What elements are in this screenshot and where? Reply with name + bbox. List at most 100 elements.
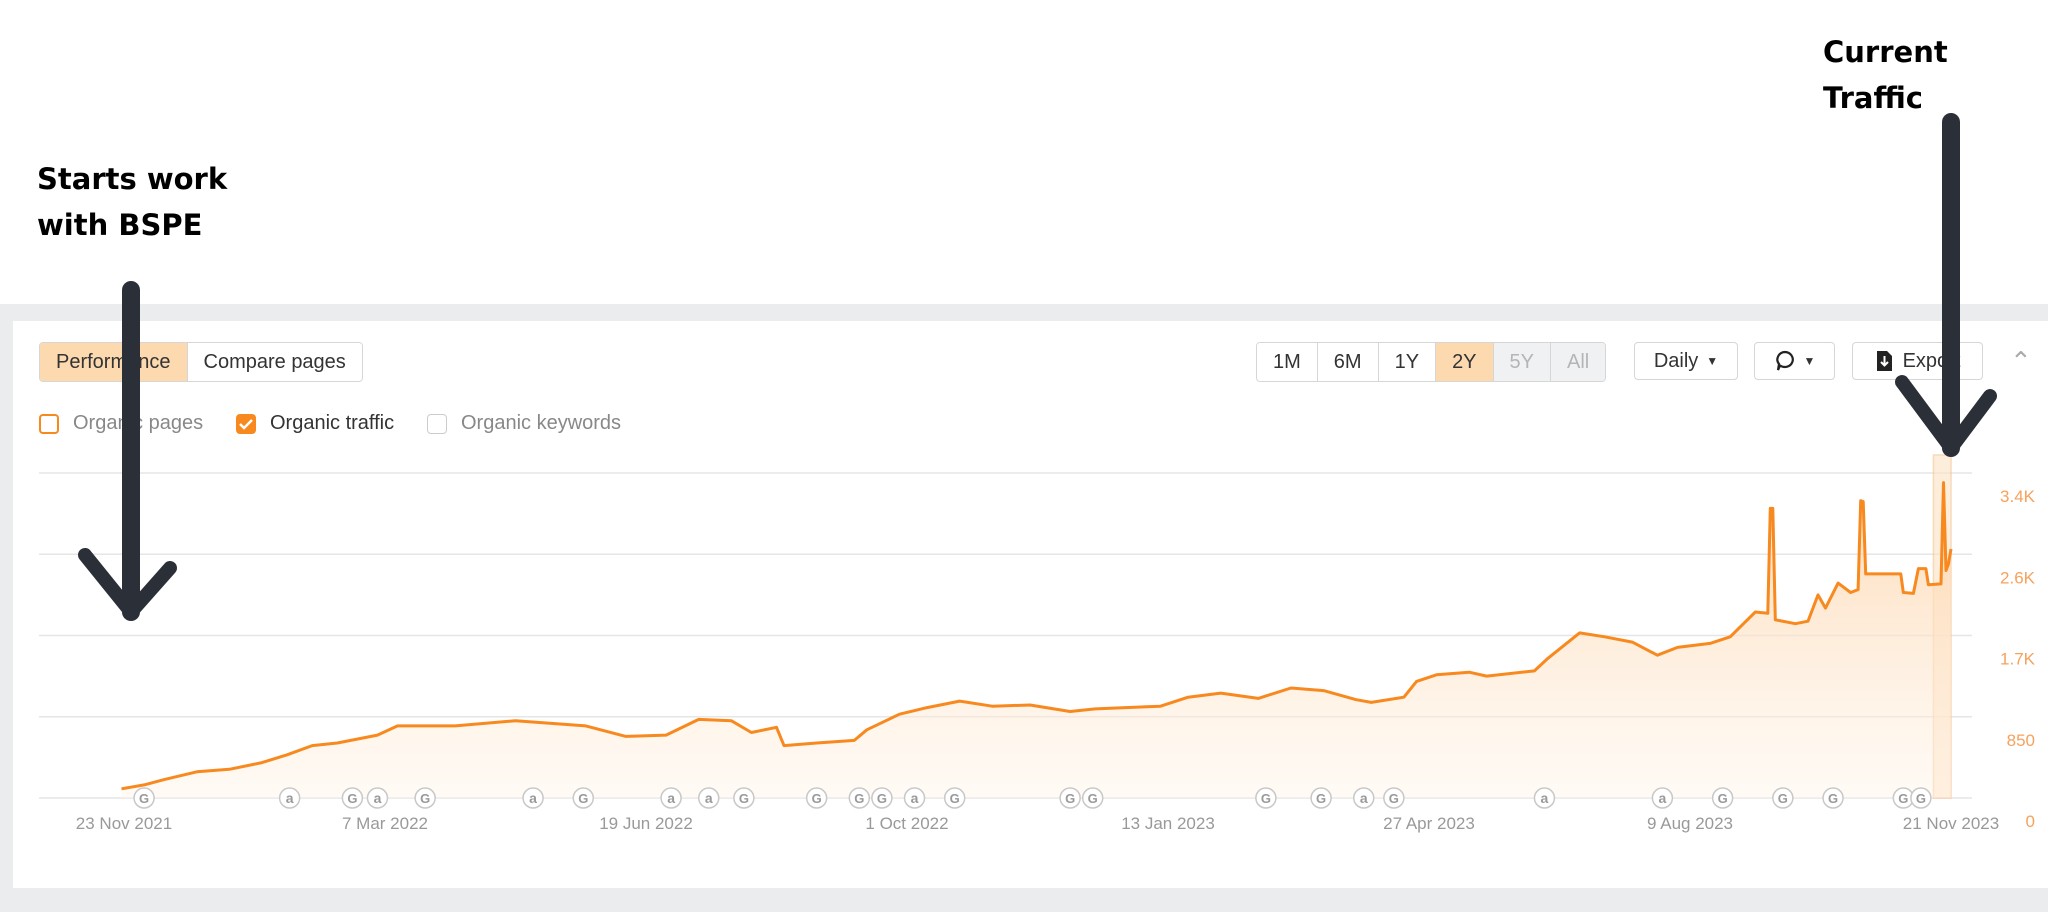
x-tick-label: 19 Jun 2022 (599, 814, 693, 833)
x-tick-label: 27 Apr 2023 (1383, 814, 1475, 833)
marker-label: G (420, 791, 430, 806)
marker-label: G (739, 791, 749, 806)
interval-label: Daily (1653, 349, 1699, 372)
x-tick-label: 23 Nov 2021 (76, 814, 172, 833)
google-update-marker (1711, 787, 1734, 809)
caret-down-icon: ▼ (1706, 354, 1719, 368)
y-tick-label: 850 (2007, 731, 2035, 750)
marker-label: a (667, 790, 675, 806)
period-1m[interactable]: 1M (1257, 343, 1318, 381)
marker-label: a (911, 790, 919, 806)
marker-label: a (529, 790, 537, 806)
toggle-organic-keywords[interactable]: Organic keywords (427, 412, 621, 435)
y-tick-label: 0 (2026, 812, 2035, 831)
marker-label: G (854, 791, 864, 806)
annotation-start: Starts work with BSPE (37, 156, 227, 248)
marker-label: G (1088, 791, 1098, 806)
google-update-marker (1822, 787, 1844, 809)
annotation-marker (1353, 787, 1375, 809)
marker-label: G (1778, 791, 1788, 806)
marker-label: a (374, 790, 382, 806)
google-update-marker (805, 787, 828, 809)
annotation-marker (522, 787, 544, 809)
google-update-marker (943, 787, 966, 809)
google-update-marker (1310, 787, 1332, 809)
checkbox-organic-traffic[interactable] (236, 413, 256, 434)
x-tick-label: 13 Jan 2023 (1121, 814, 1215, 833)
google-update-marker (1772, 787, 1794, 809)
checkbox-organic-keywords[interactable] (427, 413, 447, 434)
google-update-marker (1255, 787, 1277, 809)
google-update-marker (1081, 787, 1104, 809)
marker-label: G (139, 791, 149, 806)
check-icon (239, 418, 253, 430)
annotation-marker (697, 787, 720, 809)
period-selector: 1M 6M 1Y 2Y 5Y All (1256, 342, 1607, 382)
tab-compare-pages[interactable]: Compare pages (187, 343, 362, 381)
google-update-marker (133, 787, 155, 809)
comment-dropdown[interactable]: ▼ (1754, 342, 1835, 380)
toggle-label: Organic traffic (270, 412, 395, 434)
chevron-up-icon[interactable]: ⌃ (2010, 346, 2032, 376)
series-area (121, 482, 1952, 798)
google-update-marker (1910, 787, 1932, 809)
annotation-marker (903, 787, 926, 809)
annotation-marker (1651, 787, 1674, 809)
annotation-marker (278, 787, 301, 809)
google-update-marker (341, 787, 364, 809)
annotation-start-line1: Starts work (37, 162, 228, 196)
download-file-icon (1876, 351, 1892, 371)
period-2y[interactable]: 2Y (1436, 343, 1494, 381)
period-all[interactable]: All (1551, 343, 1606, 381)
view-tabs: Performance Compare pages (39, 342, 363, 382)
checkbox-organic-pages[interactable] (39, 413, 59, 434)
annotation-marker (660, 787, 682, 809)
google-update-marker (572, 787, 595, 809)
marker-label: G (812, 791, 822, 806)
y-tick-label: 2.6K (2000, 568, 2036, 587)
marker-label: G (877, 791, 887, 806)
marker-label: a (705, 790, 713, 806)
google-update-marker (414, 787, 436, 809)
marker-label: G (1065, 791, 1075, 806)
google-update-marker (871, 787, 893, 809)
period-1y[interactable]: 1Y (1378, 343, 1437, 381)
comment-icon (1775, 350, 1794, 371)
y-tick-label: 1.7K (2000, 650, 2036, 669)
x-tick-label: 7 Mar 2022 (342, 814, 428, 833)
toggle-label: Organic keywords (461, 412, 622, 434)
marker-label: G (347, 791, 357, 806)
tab-performance[interactable]: Performance (40, 343, 188, 381)
marker-label: a (1360, 790, 1368, 806)
marker-label: G (1718, 791, 1728, 806)
annotation-start-line2: with BSPE (37, 208, 203, 242)
marker-label: G (1389, 791, 1399, 806)
caret-down-icon: ▼ (1803, 354, 1816, 368)
marker-label: G (578, 791, 588, 806)
annotation-current-traffic: Current Traffic (1823, 35, 1948, 115)
period-5y[interactable]: 5Y (1493, 343, 1551, 381)
google-update-marker (848, 787, 871, 809)
period-6m[interactable]: 6M (1317, 343, 1379, 381)
x-tick-label: 21 Nov 2023 (1903, 814, 1999, 833)
y-tick-label: 3.4K (2000, 487, 2036, 506)
annotation-marker (1533, 787, 1556, 809)
google-update-marker (733, 787, 755, 809)
marker-label: a (1658, 790, 1666, 806)
google-update-marker (1059, 787, 1081, 809)
marker-label: G (950, 791, 960, 806)
marker-label: a (286, 790, 294, 806)
marker-label: G (1916, 791, 1926, 806)
marker-label: G (1261, 791, 1271, 806)
annotation-marker (366, 787, 389, 809)
google-update-marker (1383, 787, 1405, 809)
marker-label: G (1828, 791, 1838, 806)
x-tick-label: 9 Aug 2023 (1647, 814, 1733, 833)
x-tick-label: 1 Oct 2022 (865, 814, 948, 833)
marker-label: G (1898, 791, 1908, 806)
interval-dropdown[interactable]: Daily ▼ (1634, 342, 1738, 380)
marker-label: G (1316, 791, 1326, 806)
marker-label: a (1541, 790, 1549, 806)
toggle-organic-traffic[interactable]: Organic traffic (236, 412, 394, 435)
